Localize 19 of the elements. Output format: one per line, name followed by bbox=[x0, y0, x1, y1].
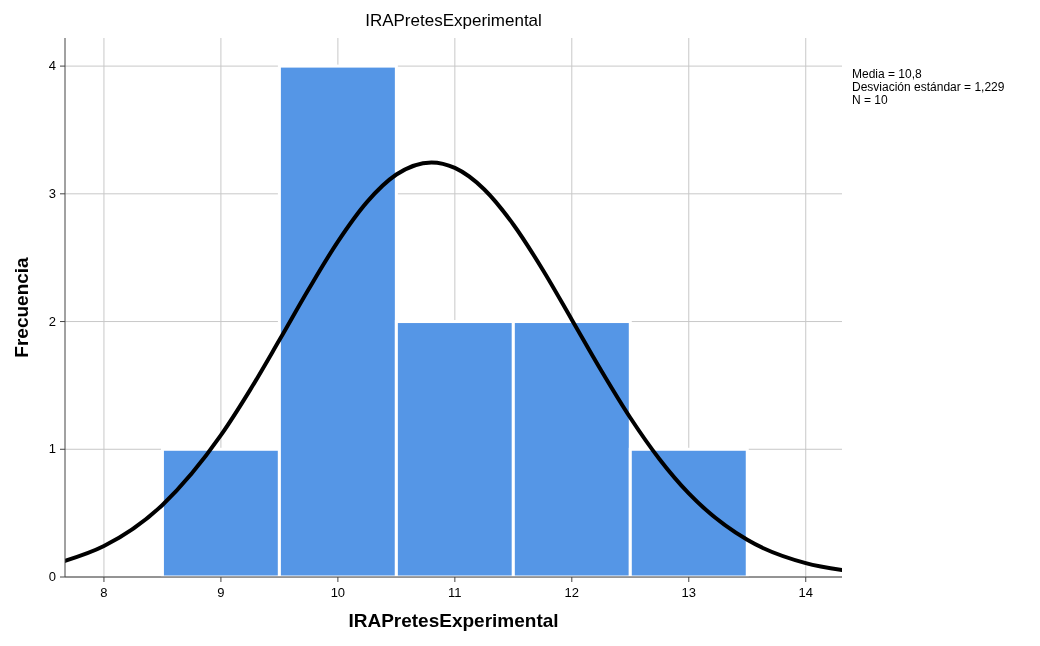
x-tick-label: 10 bbox=[330, 585, 346, 600]
x-tick-label: 9 bbox=[217, 585, 225, 600]
y-tick-label: 0 bbox=[48, 569, 56, 584]
text: Media = 10,8 bbox=[852, 67, 923, 81]
line-series bbox=[65, 160, 842, 572]
y-axis-title: Frecuencia bbox=[11, 256, 32, 358]
x-axis-title: IRAPretesExperimental bbox=[348, 610, 559, 631]
text: N = 10 bbox=[852, 93, 889, 107]
y-tick-label: 3 bbox=[48, 185, 56, 201]
y-tick-label: 1 bbox=[48, 441, 56, 457]
x-tick-label: 12 bbox=[564, 585, 580, 600]
y-tick-label: 4 bbox=[48, 58, 56, 74]
chart-title: IRAPretesExperimental bbox=[365, 11, 542, 30]
x-tick-label: 14 bbox=[798, 585, 813, 600]
text: Desviación estándar = 1,229 bbox=[852, 80, 1005, 94]
y-tick-label: 2 bbox=[48, 313, 56, 329]
x-tick-label: 8 bbox=[100, 585, 108, 600]
x-tick-label: 11 bbox=[448, 585, 462, 600]
x-tick-label: 13 bbox=[681, 585, 697, 600]
